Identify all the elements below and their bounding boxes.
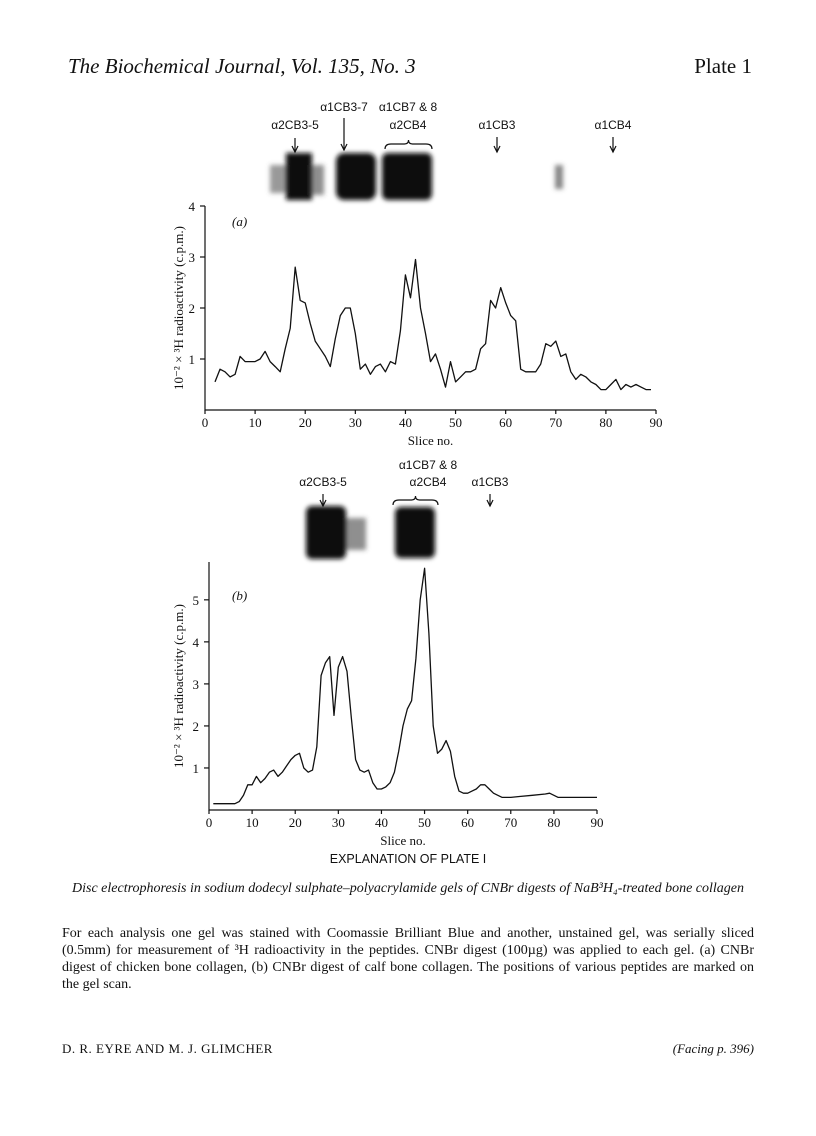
y-tick-label: 2 <box>193 719 200 734</box>
x-tick-label: 10 <box>249 415 262 430</box>
y-tick-label: 1 <box>189 352 196 367</box>
arrow-head <box>340 143 348 152</box>
axes <box>208 562 597 811</box>
x-tick-label: 50 <box>418 815 431 830</box>
y-tick-label: 4 <box>189 199 196 214</box>
peptide-label: α2CB3-5 <box>299 475 347 489</box>
data-line <box>214 258 651 391</box>
panel-label: (a) <box>232 214 247 229</box>
peptide-label: α1CB7 & 8 <box>399 458 458 472</box>
peptide-label: α1CB4 <box>595 118 632 132</box>
x-tick-label: 0 <box>206 815 213 830</box>
x-tick-label: 60 <box>461 815 474 830</box>
x-tick-label: 80 <box>599 415 612 430</box>
x-tick-label: 40 <box>375 815 388 830</box>
y-tick-label: 3 <box>193 677 200 692</box>
x-tick-label: 10 <box>246 815 259 830</box>
x-tick-label: 30 <box>332 815 345 830</box>
plate: Plate 1 <box>694 54 752 78</box>
peptide-label: α1CB3 <box>479 118 516 132</box>
arrow-head <box>609 145 617 154</box>
gel-a <box>270 153 563 200</box>
facing: (Facing p. 396) <box>672 1041 754 1056</box>
peptide-label: α1CB7 & 8 <box>379 100 438 114</box>
peptide-label: α1CB3-7 <box>320 100 368 114</box>
y-tick-label: 3 <box>189 250 196 265</box>
data-line <box>213 567 597 805</box>
x-tick-label: 70 <box>549 415 562 430</box>
peptide-label: α2CB4 <box>390 118 427 132</box>
y-tick-label: 4 <box>193 635 200 650</box>
x-axis-label: Slice no. <box>408 433 454 448</box>
arrow-head <box>319 499 327 508</box>
x-tick-label: 30 <box>349 415 362 430</box>
peptide-label: α2CB4 <box>410 475 447 489</box>
journal: The Biochemical Journal, Vol. 135, No. 3 <box>68 54 416 78</box>
brace <box>384 139 433 150</box>
panel-label: (b) <box>232 588 247 603</box>
x-tick-label: 90 <box>591 815 604 830</box>
arrow-head <box>493 145 501 154</box>
y-tick-label: 2 <box>189 301 196 316</box>
y-tick-label: 1 <box>193 761 200 776</box>
peptide-label: α1CB3 <box>472 475 509 489</box>
x-tick-label: 90 <box>650 415 663 430</box>
x-tick-label: 60 <box>499 415 512 430</box>
brace <box>392 495 439 506</box>
caption-text: For each analysis one gel was stained wi… <box>62 926 754 992</box>
x-tick-label: 70 <box>504 815 517 830</box>
arrow-head <box>486 499 494 508</box>
x-axis-label: Slice no. <box>380 833 426 848</box>
caption-heading: EXPLANATION OF PLATE I <box>329 852 487 866</box>
x-tick-label: 50 <box>449 415 462 430</box>
x-tick-label: 20 <box>289 815 302 830</box>
x-tick-label: 40 <box>399 415 412 430</box>
gel-b <box>306 506 435 559</box>
y-axis-label: 10⁻² × ³H radioactivity (c.p.m.) <box>171 226 186 390</box>
authors: D. R. EYRE AND M. J. GLIMCHER <box>62 1041 273 1056</box>
peptide-label: α2CB3-5 <box>271 118 319 132</box>
x-tick-label: 20 <box>299 415 312 430</box>
arrow-head <box>291 145 299 154</box>
caption-title: Disc electrophoresis in sodium dodecyl s… <box>72 881 745 896</box>
y-tick-label: 5 <box>193 593 200 608</box>
x-tick-label: 0 <box>202 415 209 430</box>
y-axis-label: 10⁻² × ³H radioactivity (c.p.m.) <box>171 604 186 768</box>
x-tick-label: 80 <box>547 815 560 830</box>
